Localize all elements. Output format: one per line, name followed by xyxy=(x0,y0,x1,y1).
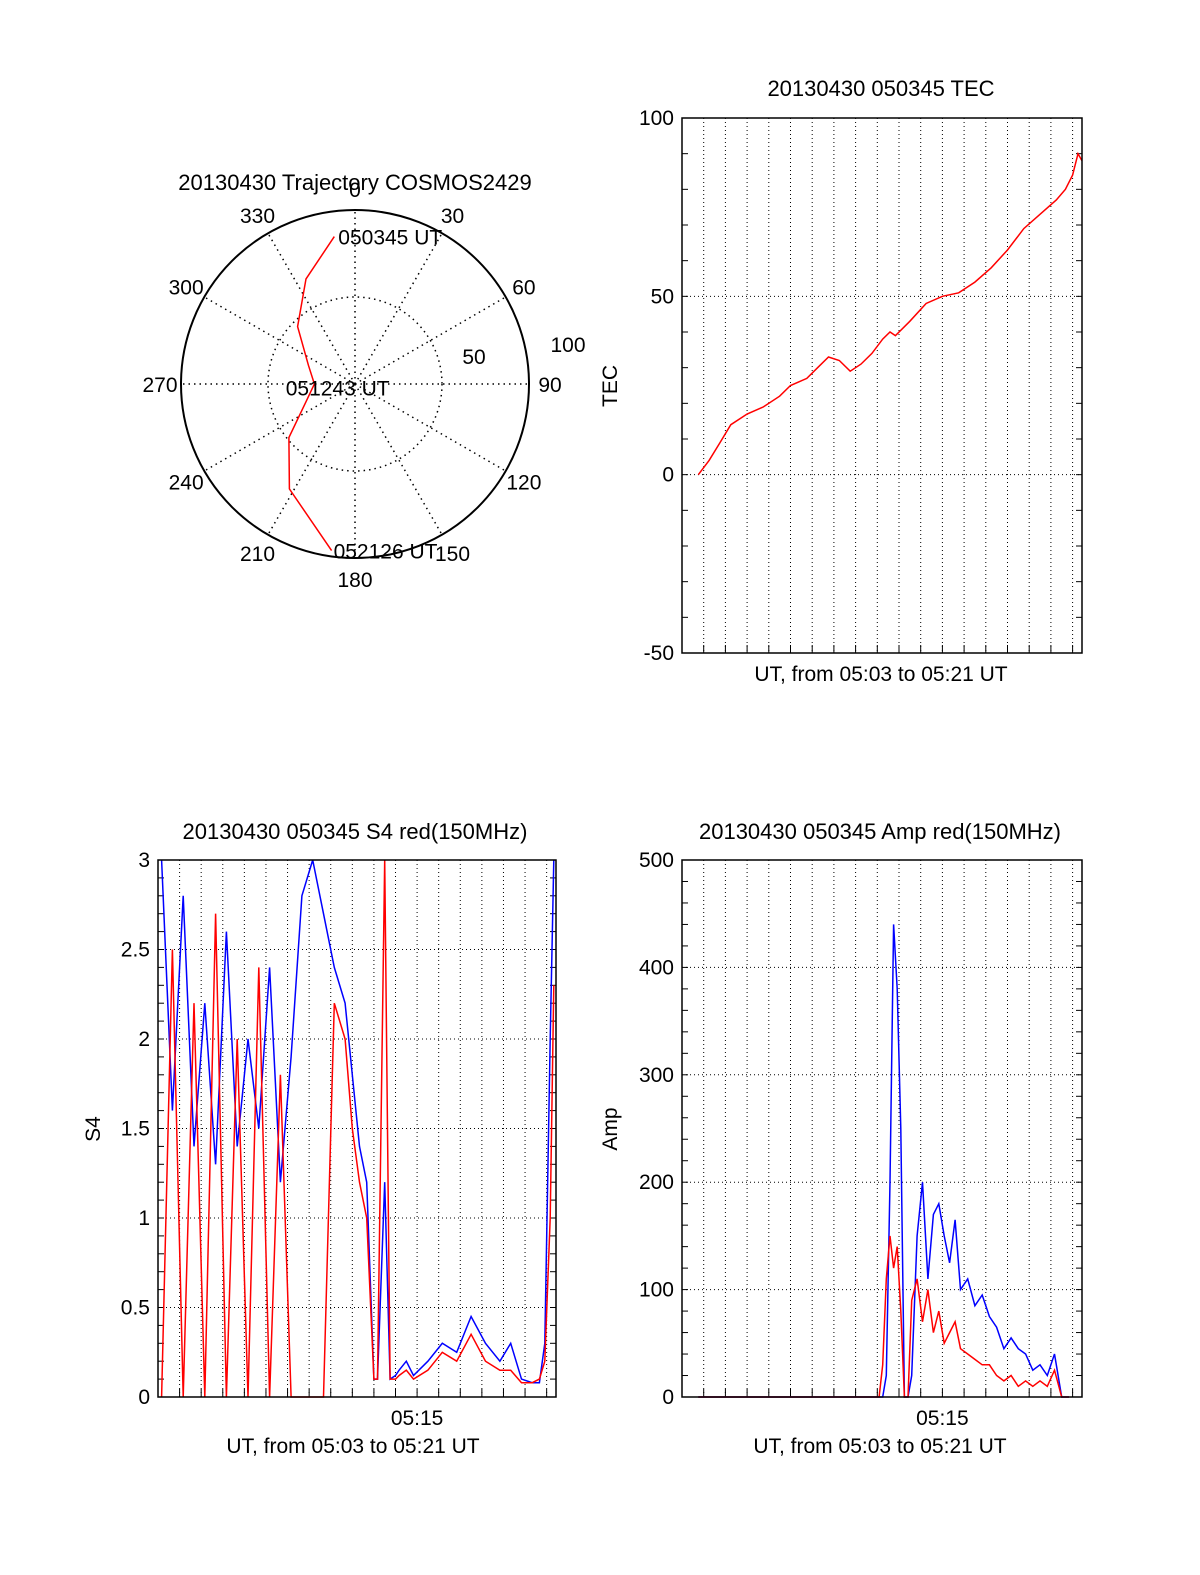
y-tick-label: 0 xyxy=(662,1386,674,1409)
y-tick-label: 2.5 xyxy=(121,939,150,962)
polar-spoke xyxy=(267,383,356,536)
amp-chart: 20130430 050345 Amp red(150MHz) 0 100 200 3… xyxy=(599,819,1083,1458)
y-tick-label: 400 xyxy=(639,956,674,979)
y-tick-label: 50 xyxy=(651,285,674,308)
series-line-1 xyxy=(160,859,555,1398)
plot-frame xyxy=(681,859,1083,1398)
tec-chart: 20130430 050345 TEC -50 0 50 100 UT, from 0… xyxy=(599,76,1083,686)
y-tick-label: 1 xyxy=(138,1207,150,1230)
polar-azimuth-label: 180 xyxy=(337,569,372,592)
polar-outer-circle xyxy=(180,209,530,559)
polar-azimuth-label: 0 xyxy=(349,179,361,202)
polar-azimuth-label: 150 xyxy=(435,543,470,566)
polar-track xyxy=(288,236,335,552)
y-tick-label: 0 xyxy=(138,1386,150,1409)
polar-spoke xyxy=(354,232,443,385)
s4-y-label: S4 xyxy=(82,1116,105,1142)
y-tick-label: 3 xyxy=(138,849,150,872)
tec-y-label: TEC xyxy=(599,365,622,407)
polar-spoke xyxy=(267,232,356,385)
s4-chart-title: 20130430 050345 S4 red(150MHz) xyxy=(183,819,528,844)
polar-time-annotation: 052126 UT xyxy=(334,541,438,564)
plot-frame xyxy=(681,117,1083,654)
polar-azimuth-label: 120 xyxy=(506,472,541,495)
polar-spoke xyxy=(203,383,356,472)
series-line-0 xyxy=(697,151,1083,476)
polar-radial-label: 100 xyxy=(550,334,585,357)
polar-trajectory-plot: 20130430 Trajectory COSMOS2429 0 30 60 90 12… xyxy=(142,170,585,592)
polar-spoke xyxy=(354,383,443,536)
polar-azimuth-label: 90 xyxy=(538,374,561,397)
polar-trajectory-line xyxy=(288,236,335,552)
polar-radial-label: 50 xyxy=(462,346,485,369)
polar-spoke xyxy=(203,296,356,385)
y-tick-label: 300 xyxy=(639,1064,674,1087)
amp-y-label: Amp xyxy=(599,1107,622,1150)
polar-azimuth-label: 300 xyxy=(169,277,204,300)
polar-spoke xyxy=(354,296,507,385)
polar-annotations: 050345 UT 051243 UT 052126 UT xyxy=(286,227,443,564)
series-line-1 xyxy=(698,1235,1069,1398)
polar-grid xyxy=(180,209,530,559)
y-tick-label: 500 xyxy=(639,849,674,872)
tec-plot-area: -50 0 50 100 xyxy=(639,107,1083,665)
polar-azimuth-label: 240 xyxy=(169,472,204,495)
y-tick-label: 0.5 xyxy=(121,1297,150,1320)
y-tick-label: 0 xyxy=(662,464,674,487)
amp-chart-title: 20130430 050345 Amp red(150MHz) xyxy=(699,819,1061,844)
y-tick-label: 100 xyxy=(639,1279,674,1302)
x-tick-label: 05:15 xyxy=(391,1407,444,1430)
tec-x-label: UT, from 05:03 to 05:21 UT xyxy=(754,663,1007,686)
polar-spoke xyxy=(354,383,507,472)
polar-grid-circle xyxy=(267,296,443,472)
tec-chart-title: 20130430 050345 TEC xyxy=(767,76,994,101)
polar-time-annotation: 051243 UT xyxy=(286,377,390,400)
polar-labels: 0 30 60 90 120 150 180 210 240 270 300 330 50 100 xyxy=(142,179,585,592)
series-line-0 xyxy=(698,924,1069,1398)
plot-frame xyxy=(157,859,557,1398)
y-tick-label: 100 xyxy=(639,107,674,130)
polar-azimuth-label: 270 xyxy=(142,374,177,397)
polar-time-annotation: 050345 UT xyxy=(338,227,442,250)
amp-plot-area: 0 100 200 300 400 500 05:15 xyxy=(639,849,1083,1430)
polar-azimuth-label: 210 xyxy=(240,543,275,566)
polar-title: 20130430 Trajectory COSMOS2429 xyxy=(178,170,531,195)
y-tick-label: -50 xyxy=(644,642,674,665)
y-tick-label: 200 xyxy=(639,1171,674,1194)
polar-azimuth-label: 60 xyxy=(512,277,535,300)
amp-x-label: UT, from 05:03 to 05:21 UT xyxy=(753,1435,1006,1458)
s4-plot-area: 0 0.5 1 1.5 2 2.5 3 05:15 xyxy=(121,849,557,1430)
s4-chart: 20130430 050345 S4 red(150MHz) 0 0.5 1 1.5 2… xyxy=(82,819,557,1458)
y-tick-label: 1.5 xyxy=(121,1118,150,1141)
s4-x-label: UT, from 05:03 to 05:21 UT xyxy=(226,1435,479,1458)
polar-azimuth-label: 30 xyxy=(441,205,464,228)
x-tick-label: 05:15 xyxy=(916,1407,969,1430)
polar-azimuth-label: 330 xyxy=(240,205,275,228)
y-tick-label: 2 xyxy=(138,1028,150,1051)
